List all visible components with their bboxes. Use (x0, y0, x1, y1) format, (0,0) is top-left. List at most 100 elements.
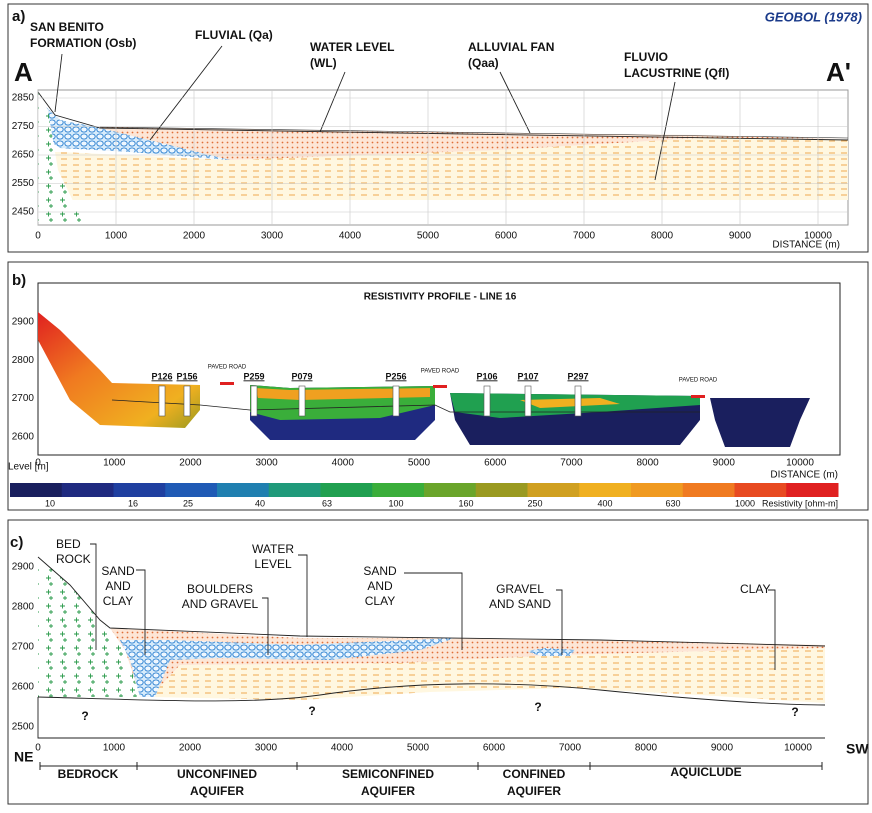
unit-label: AND (367, 579, 393, 593)
borehole (184, 386, 190, 416)
scale-tick-label: 25 (183, 498, 193, 508)
x-tick-label: 2000 (183, 231, 206, 242)
x-tick-label: 6000 (484, 458, 507, 469)
x-tick-label: 5000 (417, 231, 440, 242)
scale-tick-label: 250 (527, 498, 542, 508)
scale-swatch (165, 483, 217, 497)
unknown-mark: ? (81, 709, 88, 723)
scale-swatch (217, 483, 269, 497)
scale-swatch (476, 483, 528, 497)
unit-label: WATER (252, 542, 294, 556)
x-tick-label: 6000 (483, 743, 506, 754)
scale-swatch (424, 483, 476, 497)
zone-label: UNCONFINED (177, 767, 257, 781)
road-marker (433, 385, 447, 388)
unit-label: CLAY (365, 594, 395, 608)
x-tick-label: 1000 (103, 458, 126, 469)
x-tick-label: 2000 (179, 458, 202, 469)
scale-tick-label: 1000 (735, 498, 755, 508)
y-tick-label: 2550 (12, 178, 35, 189)
unit-label: FLUVIAL (Qa) (195, 28, 273, 42)
y-tick-label: 2600 (12, 432, 35, 443)
panel-c: c) NE SW (8, 520, 869, 804)
panel-a: a) GEOBOL (1978) A A' DISTANCE (m) (8, 4, 868, 252)
unit-label: SAN BENITO (30, 20, 104, 34)
zone-label: AQUIFER (190, 784, 244, 798)
borehole (393, 386, 399, 416)
unknown-mark: ? (534, 700, 541, 714)
x-tick-label: 5000 (408, 458, 431, 469)
x-tick-label: 0 (35, 231, 41, 242)
scale-label: Resistivity [ohm-m] (762, 498, 838, 508)
profile-label: P126 (151, 371, 172, 381)
x-tick-label: 4000 (332, 458, 355, 469)
borehole (251, 386, 257, 416)
unit-label: AND GRAVEL (182, 597, 259, 611)
scale-swatch (631, 483, 683, 497)
unit-label: SAND (101, 564, 135, 578)
x-tick-label: 6000 (495, 231, 518, 242)
x-tick-label: 5000 (407, 743, 430, 754)
scale-tick-label: 630 (665, 498, 680, 508)
borehole (484, 386, 490, 416)
scale-swatch (528, 483, 580, 497)
y-tick-label: 2700 (12, 642, 35, 653)
borehole (525, 386, 531, 416)
section-start: A (14, 57, 33, 87)
y-tick-label: 2800 (12, 602, 35, 613)
y-tick-label: 2900 (12, 317, 35, 328)
unit-label: WATER LEVEL (310, 40, 394, 54)
x-tick-label: 10000 (804, 231, 832, 242)
scale-swatch (114, 483, 166, 497)
road-label: PAVED ROAD (679, 378, 718, 384)
scale-swatch (269, 483, 321, 497)
zone-label: BEDROCK (58, 767, 119, 781)
unit-label: FORMATION (Osb) (30, 36, 136, 50)
borehole (159, 386, 165, 416)
y-tick-label: 2900 (12, 562, 35, 573)
x-tick-label: 9000 (713, 458, 736, 469)
figure: a) GEOBOL (1978) A A' DISTANCE (m) b) RE… (0, 0, 872, 808)
zone-label: AQUICLUDE (670, 765, 741, 779)
road-marker (220, 382, 234, 385)
profile-label: P156 (176, 371, 197, 381)
road-label: PAVED ROAD (421, 369, 460, 375)
unit-label: GRAVEL (496, 582, 544, 596)
scale-tick-label: 40 (255, 498, 265, 508)
scale-tick-label: 16 (128, 498, 138, 508)
unit-label: FLUVIO (624, 50, 668, 64)
y-tick-label: 2750 (12, 121, 35, 132)
y-tick-label: 2500 (12, 722, 35, 733)
profile-label: P259 (243, 371, 264, 381)
x-tick-label: 8000 (651, 231, 674, 242)
section-end: A' (826, 57, 851, 87)
unit-label: LACUSTRINE (Qfl) (624, 66, 729, 80)
road-marker (691, 395, 705, 398)
zone-label: SEMICONFINED (342, 767, 434, 781)
scale-tick-label: 100 (388, 498, 403, 508)
y-tick-label: 2450 (12, 207, 35, 218)
scale-swatch (786, 483, 838, 497)
x-tick-label: 0 (35, 458, 41, 469)
x-tick-label: 7000 (559, 743, 582, 754)
panel-label: b) (12, 272, 26, 289)
zone-label: AQUIFER (507, 784, 561, 798)
x-tick-label: 7000 (573, 231, 596, 242)
panel-b: b) RESISTIVITY PROFILE - LINE 16 Level [… (8, 262, 868, 510)
panel-label: a) (12, 8, 25, 25)
unit-label: ROCK (56, 552, 91, 566)
scale-swatch (683, 483, 735, 497)
profile-label: P106 (476, 371, 497, 381)
scale-swatch (321, 483, 373, 497)
y-tick-label: 2700 (12, 393, 35, 404)
x-tick-label: 3000 (255, 743, 278, 754)
y-tick-label: 2600 (12, 682, 35, 693)
y-tick-label: 2650 (12, 150, 35, 161)
panel-label: c) (10, 534, 23, 551)
unit-label: LEVEL (254, 557, 292, 571)
borehole (575, 386, 581, 416)
road-label: PAVED ROAD (208, 365, 247, 371)
x-tick-label: 9000 (729, 231, 752, 242)
scale-swatch (62, 483, 114, 497)
section-start: NE (14, 749, 33, 765)
